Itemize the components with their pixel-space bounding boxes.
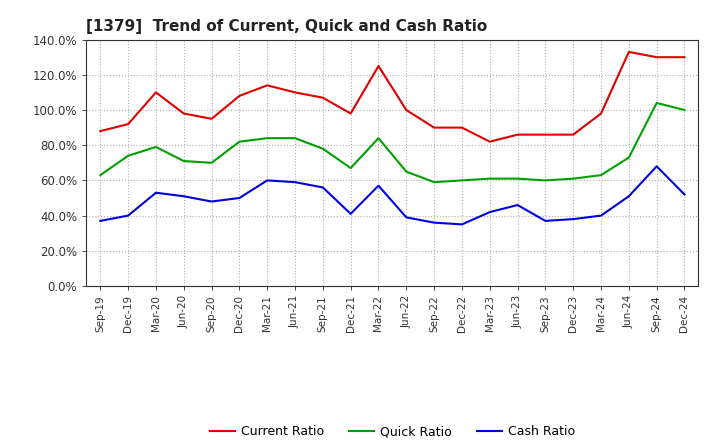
Quick Ratio [346, 165, 355, 171]
Current Ratio [458, 125, 467, 130]
Line: Cash Ratio: Cash Ratio [100, 166, 685, 224]
Quick Ratio [541, 178, 550, 183]
Current Ratio [291, 90, 300, 95]
Current Ratio [569, 132, 577, 137]
Cash Ratio [179, 194, 188, 199]
Quick Ratio [291, 136, 300, 141]
Cash Ratio [318, 185, 327, 190]
Cash Ratio [430, 220, 438, 225]
Quick Ratio [569, 176, 577, 181]
Current Ratio [96, 128, 104, 134]
Current Ratio [346, 111, 355, 116]
Cash Ratio [402, 215, 410, 220]
Current Ratio [402, 107, 410, 113]
Current Ratio [652, 55, 661, 60]
Quick Ratio [513, 176, 522, 181]
Text: [1379]  Trend of Current, Quick and Cash Ratio: [1379] Trend of Current, Quick and Cash … [86, 19, 487, 34]
Cash Ratio [652, 164, 661, 169]
Current Ratio [235, 93, 243, 99]
Line: Current Ratio: Current Ratio [100, 52, 685, 142]
Cash Ratio [541, 218, 550, 224]
Current Ratio [179, 111, 188, 116]
Cash Ratio [124, 213, 132, 218]
Quick Ratio [402, 169, 410, 174]
Current Ratio [513, 132, 522, 137]
Cash Ratio [485, 209, 494, 215]
Quick Ratio [458, 178, 467, 183]
Quick Ratio [318, 146, 327, 151]
Current Ratio [624, 49, 633, 55]
Cash Ratio [680, 192, 689, 197]
Quick Ratio [374, 136, 383, 141]
Current Ratio [207, 116, 216, 121]
Quick Ratio [597, 172, 606, 178]
Current Ratio [152, 90, 161, 95]
Cash Ratio [374, 183, 383, 188]
Legend: Current Ratio, Quick Ratio, Cash Ratio: Current Ratio, Quick Ratio, Cash Ratio [204, 420, 580, 440]
Quick Ratio [652, 100, 661, 106]
Cash Ratio [152, 190, 161, 195]
Quick Ratio [179, 158, 188, 164]
Cash Ratio [207, 199, 216, 204]
Current Ratio [263, 83, 271, 88]
Current Ratio [485, 139, 494, 144]
Cash Ratio [569, 216, 577, 222]
Quick Ratio [235, 139, 243, 144]
Quick Ratio [96, 172, 104, 178]
Quick Ratio [680, 107, 689, 113]
Cash Ratio [624, 194, 633, 199]
Quick Ratio [207, 160, 216, 165]
Quick Ratio [263, 136, 271, 141]
Cash Ratio [513, 202, 522, 208]
Current Ratio [597, 111, 606, 116]
Quick Ratio [152, 144, 161, 150]
Quick Ratio [624, 155, 633, 160]
Cash Ratio [235, 195, 243, 201]
Current Ratio [430, 125, 438, 130]
Current Ratio [680, 55, 689, 60]
Cash Ratio [96, 218, 104, 224]
Quick Ratio [485, 176, 494, 181]
Line: Quick Ratio: Quick Ratio [100, 103, 685, 182]
Quick Ratio [430, 180, 438, 185]
Current Ratio [318, 95, 327, 100]
Cash Ratio [597, 213, 606, 218]
Cash Ratio [291, 180, 300, 185]
Cash Ratio [458, 222, 467, 227]
Current Ratio [374, 63, 383, 69]
Quick Ratio [124, 153, 132, 158]
Current Ratio [124, 121, 132, 127]
Cash Ratio [346, 211, 355, 216]
Current Ratio [541, 132, 550, 137]
Cash Ratio [263, 178, 271, 183]
